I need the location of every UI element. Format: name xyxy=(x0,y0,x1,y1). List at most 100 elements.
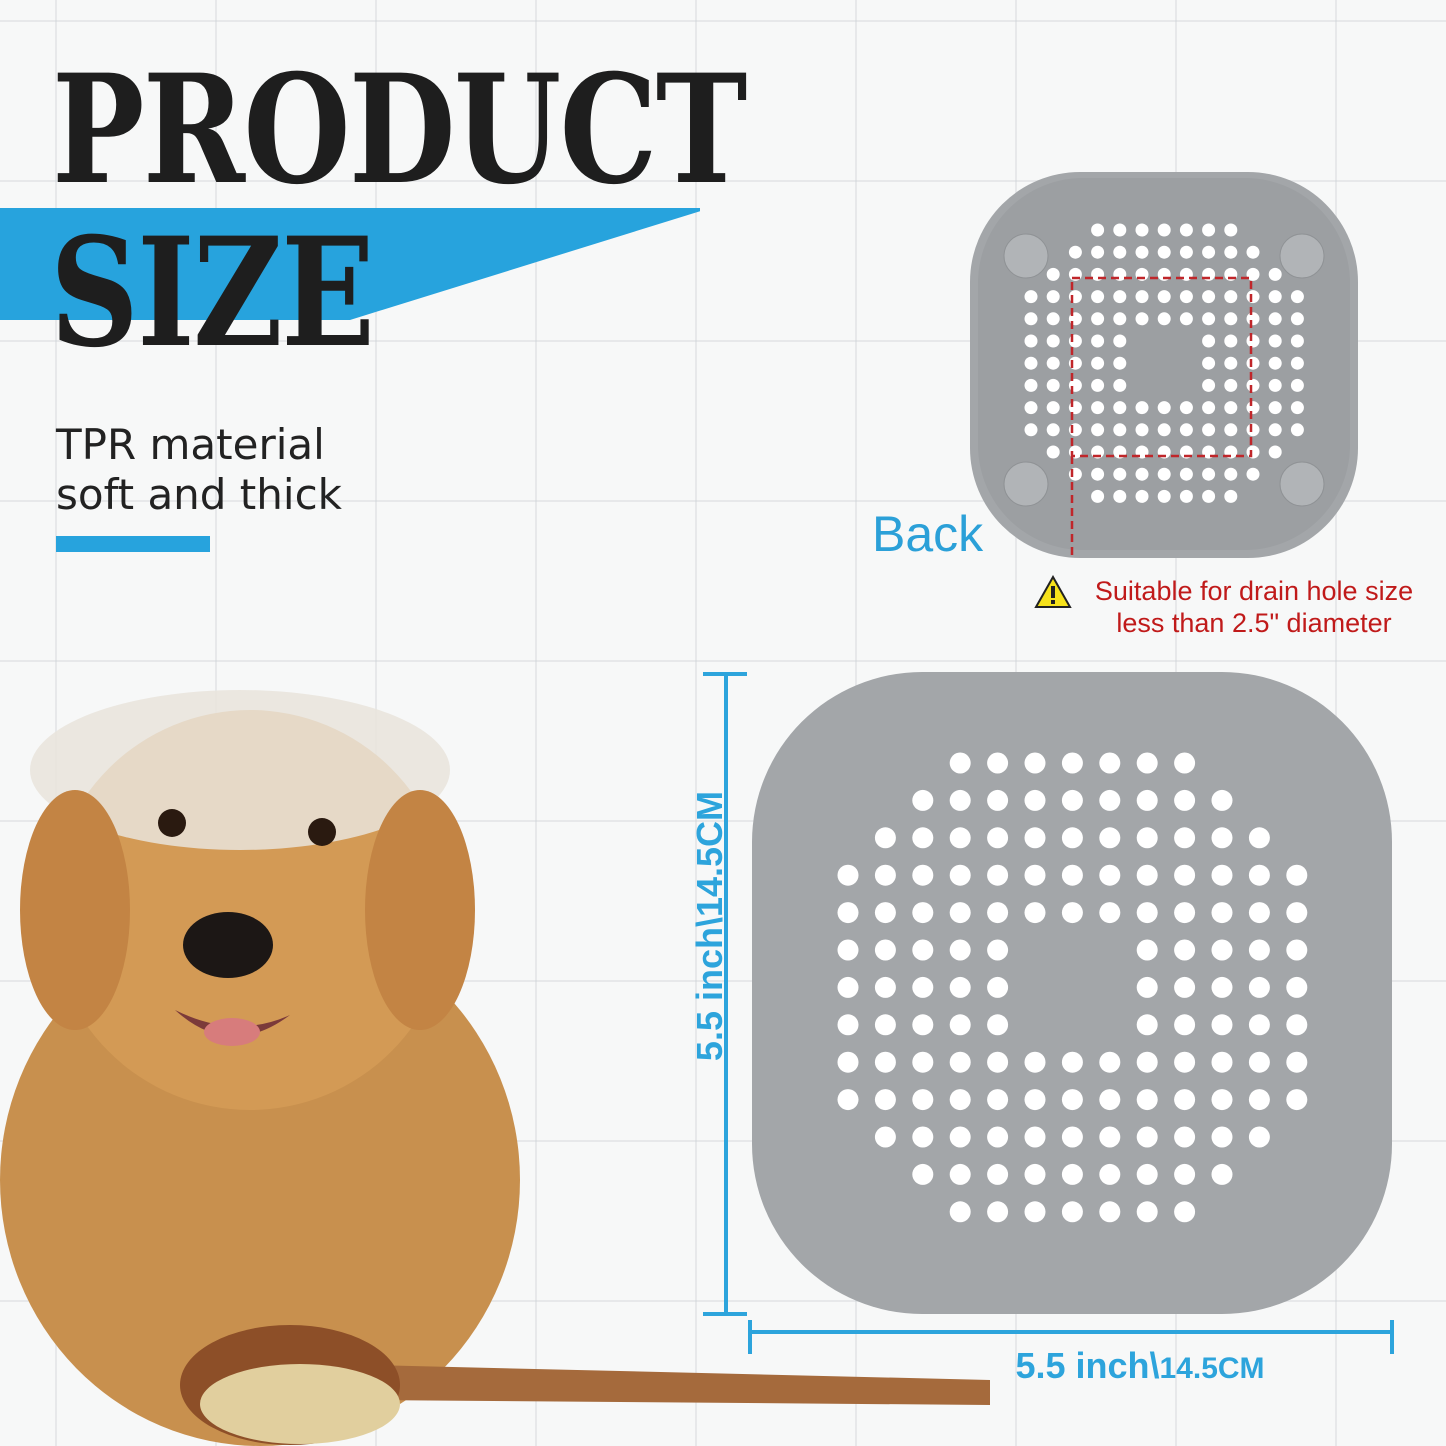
drain-hole xyxy=(1224,312,1238,326)
drain-hole xyxy=(1024,1051,1046,1073)
drain-hole xyxy=(1174,1051,1196,1073)
drain-hole xyxy=(1113,334,1127,348)
drain-hole xyxy=(1268,267,1282,281)
drain-hole xyxy=(1174,1126,1196,1148)
drain-hole xyxy=(1248,1089,1270,1111)
drain-hole xyxy=(1179,223,1193,237)
drain-hole xyxy=(1061,752,1083,774)
drain-hole xyxy=(1099,1051,1121,1073)
drain-hole xyxy=(1248,864,1270,886)
drain-hole xyxy=(1224,334,1238,348)
drain-hole xyxy=(949,902,971,924)
drain-hole xyxy=(1024,334,1038,348)
drain-hole xyxy=(1136,1014,1158,1036)
drain-hole xyxy=(1157,467,1171,481)
width-dimension-line xyxy=(750,1330,1392,1334)
drain-hole xyxy=(874,1089,896,1111)
drain-hole xyxy=(1290,378,1304,392)
drain-hole xyxy=(1024,864,1046,886)
drain-hole xyxy=(1091,401,1105,415)
drain-hole xyxy=(1202,378,1216,392)
drain-hole xyxy=(1246,290,1260,304)
drain-hole xyxy=(1091,334,1105,348)
drain-hole xyxy=(1286,976,1308,998)
drain-hole xyxy=(1113,312,1127,326)
drain-hole xyxy=(1091,356,1105,370)
drain-hole xyxy=(1136,976,1158,998)
drain-hole xyxy=(1113,489,1127,503)
drain-hole xyxy=(1024,827,1046,849)
drain-hole xyxy=(1136,1126,1158,1148)
drain-hole xyxy=(1024,401,1038,415)
drain-hole xyxy=(1136,827,1158,849)
drain-hole xyxy=(1246,445,1260,459)
drain-hole xyxy=(1091,223,1105,237)
drain-hole xyxy=(1248,976,1270,998)
drain-hole-outline xyxy=(1070,276,1253,558)
drain-hole xyxy=(1046,423,1060,437)
drain-hole xyxy=(1268,423,1282,437)
drain-hole xyxy=(1268,445,1282,459)
drain-hole xyxy=(912,939,934,961)
drain-hole xyxy=(1224,401,1238,415)
drain-hole xyxy=(1179,290,1193,304)
drain-hole xyxy=(1113,245,1127,259)
width-cm: 14.5CM xyxy=(1159,1352,1265,1385)
drain-hole xyxy=(1211,1126,1233,1148)
drain-hole xyxy=(912,1163,934,1185)
drain-hole xyxy=(1135,489,1149,503)
drain-hole xyxy=(949,1163,971,1185)
drain-hole xyxy=(987,1126,1009,1148)
drain-hole xyxy=(837,976,859,998)
drain-hole xyxy=(1113,423,1127,437)
drain-hole xyxy=(1046,378,1060,392)
drain-hole xyxy=(1113,290,1127,304)
drain-hole xyxy=(1211,789,1233,811)
drain-hole xyxy=(1091,290,1105,304)
drain-hole xyxy=(987,902,1009,924)
drain-hole xyxy=(1136,1089,1158,1111)
drain-hole xyxy=(949,939,971,961)
drain-hole xyxy=(1046,267,1060,281)
drain-hole xyxy=(912,864,934,886)
width-inch: 5.5 inch\ xyxy=(1015,1345,1160,1386)
drain-cover-back-view xyxy=(970,172,1358,558)
drain-hole xyxy=(1024,1201,1046,1223)
drain-hole xyxy=(987,1051,1009,1073)
drain-hole xyxy=(912,789,934,811)
drain-hole xyxy=(1202,423,1216,437)
drain-hole xyxy=(1136,864,1158,886)
drain-hole xyxy=(1174,789,1196,811)
drain-hole xyxy=(912,1014,934,1036)
drain-hole xyxy=(874,902,896,924)
drain-hole xyxy=(1290,290,1304,304)
drain-hole xyxy=(1136,1051,1158,1073)
drain-hole xyxy=(1290,423,1304,437)
drain-hole xyxy=(1268,334,1282,348)
drain-hole xyxy=(1174,1163,1196,1185)
drain-hole xyxy=(1248,1126,1270,1148)
drain-hole xyxy=(874,864,896,886)
width-label: 5.5 inch\14.5CM xyxy=(900,1345,1380,1387)
height-label: 5.5 inch\14.5CM xyxy=(689,790,730,1062)
drain-hole xyxy=(1024,789,1046,811)
heading-product: PRODUCT xyxy=(52,42,747,218)
drain-hole xyxy=(1286,864,1308,886)
drain-hole xyxy=(1046,401,1060,415)
drain-hole xyxy=(1268,378,1282,392)
drain-hole xyxy=(1024,312,1038,326)
drain-hole xyxy=(949,1014,971,1036)
drain-hole xyxy=(1157,290,1171,304)
drain-hole xyxy=(1211,976,1233,998)
drain-hole xyxy=(1135,467,1149,481)
drain-hole xyxy=(1224,223,1238,237)
drain-hole xyxy=(1248,1051,1270,1073)
height-line-cap-top xyxy=(703,672,747,676)
drain-hole xyxy=(1061,1089,1083,1111)
drain-hole xyxy=(1246,423,1260,437)
drain-hole xyxy=(1224,489,1238,503)
drain-cover-front-view xyxy=(752,672,1392,1314)
drain-hole xyxy=(1246,334,1260,348)
drain-hole xyxy=(949,1089,971,1111)
drain-hole xyxy=(1136,939,1158,961)
